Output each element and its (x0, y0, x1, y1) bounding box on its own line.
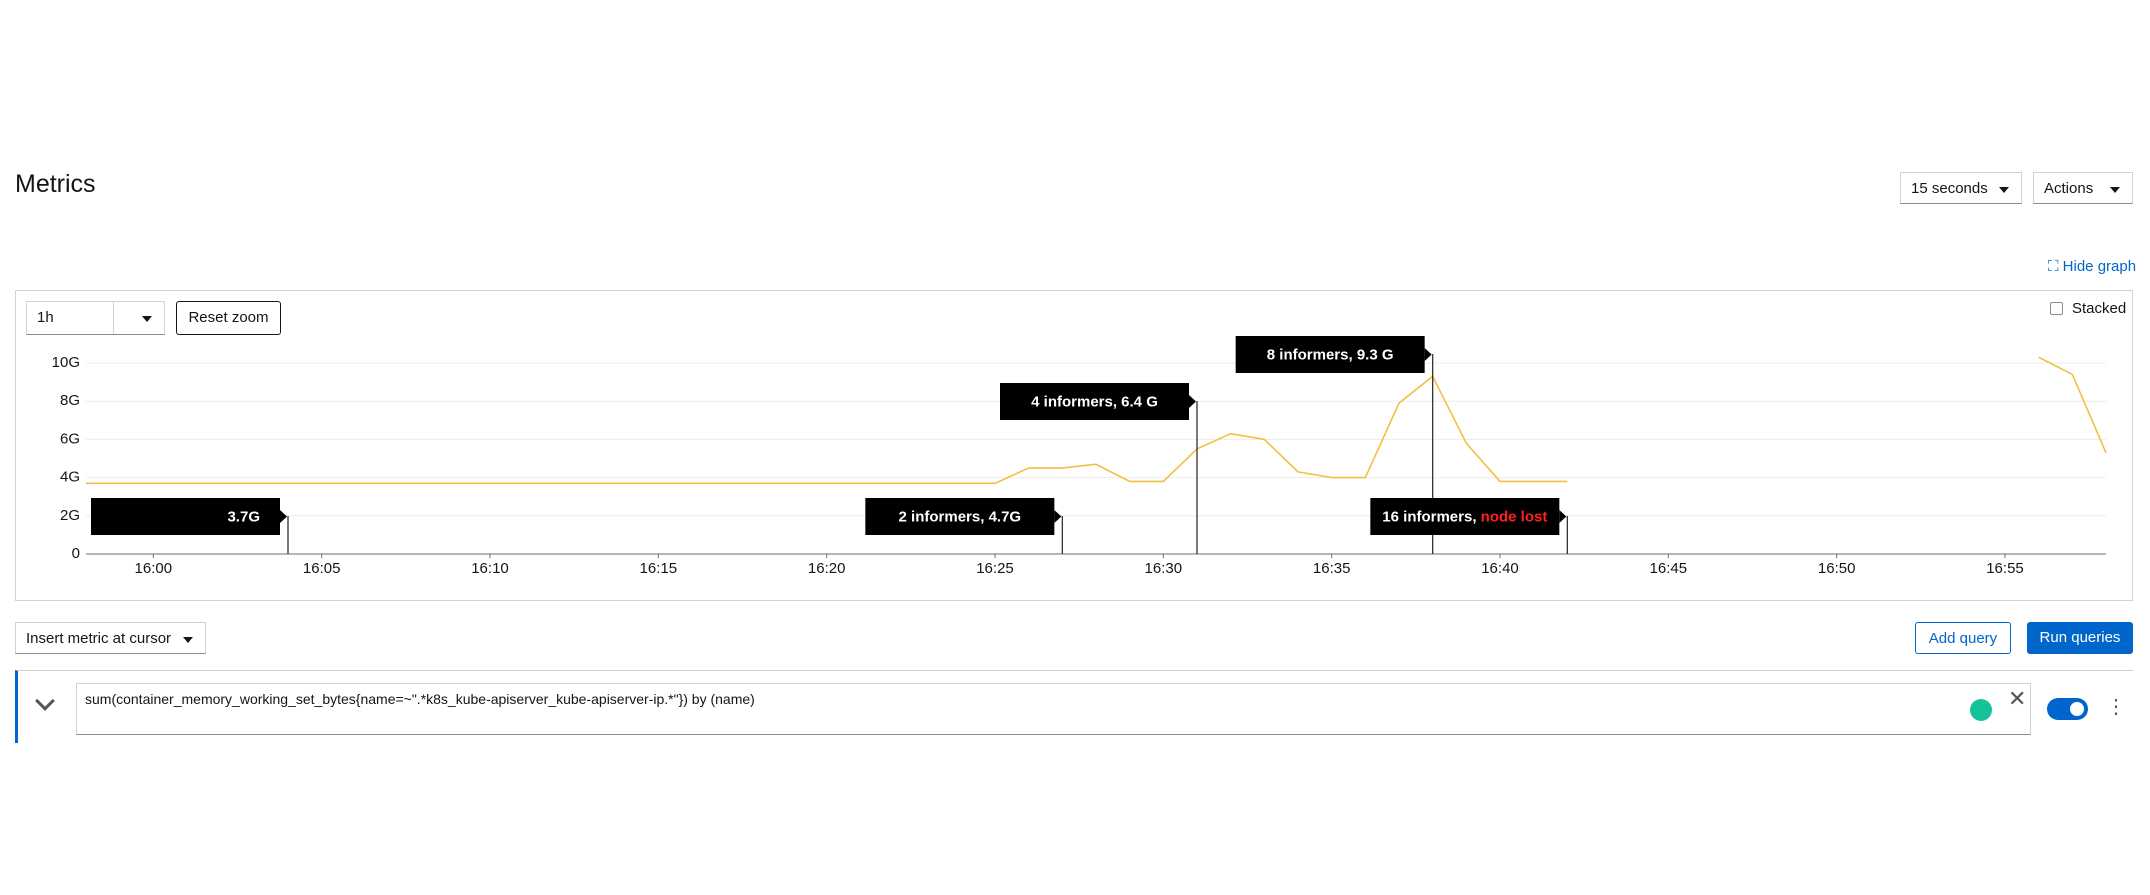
hide-graph-label: Hide graph (2062, 258, 2137, 275)
annotation-box (865, 498, 1055, 535)
x-tick-label: 16:50 (1818, 560, 1856, 577)
refresh-label: 15 seconds (1911, 180, 1988, 197)
annotation-arrow (1559, 510, 1567, 523)
insert-metric-dropdown[interactable]: Insert metric at cursor (15, 622, 206, 654)
stacked-checkbox[interactable] (2050, 302, 2063, 315)
page-title: Metrics (15, 170, 96, 198)
annotation-arrow (1054, 510, 1062, 523)
annotation-arrow (1189, 395, 1196, 408)
kebab-menu[interactable]: ⋮ (2106, 696, 2126, 718)
timespan-label: 1h (37, 309, 54, 326)
refresh-dropdown[interactable]: 15 seconds (1900, 172, 2022, 204)
x-tick-label: 16:25 (976, 560, 1014, 577)
annotation-arrow (1424, 348, 1432, 361)
x-tick-label: 16:05 (303, 560, 341, 577)
annotation-label: 8 informers, 9.3 G (1267, 346, 1394, 363)
annotation-label: 2 informers, 4.7G (899, 508, 1022, 525)
actions-dropdown[interactable]: Actions (2033, 172, 2133, 204)
annotation-arrow (280, 510, 287, 523)
annotation-box (1000, 383, 1189, 420)
annotation-text: 4 informers, 6.4 G (1031, 393, 1158, 410)
x-tick-label: 16:55 (1986, 560, 2024, 577)
annotation-box (91, 498, 280, 535)
annotation-label: 3.7G (227, 508, 260, 525)
annotation-text: 3.7G (227, 508, 260, 525)
y-tick-label: 8G (60, 392, 80, 409)
run-queries-button[interactable]: Run queries (2027, 622, 2133, 654)
query-expression: sum(container_memory_working_set_bytes{n… (85, 691, 755, 707)
reset-zoom-button[interactable]: Reset zoom (176, 301, 281, 335)
y-tick-label: 0 (72, 545, 80, 562)
y-tick-label: 4G (60, 469, 80, 486)
x-tick-label: 16:00 (135, 560, 173, 577)
y-tick-label: 2G (60, 507, 80, 524)
x-tick-label: 16:15 (640, 560, 678, 577)
x-tick-label: 16:20 (808, 560, 846, 577)
timespan-dropdown[interactable]: 1h (26, 301, 165, 335)
add-query-button[interactable]: Add query (1915, 622, 2011, 654)
annotation-box (1235, 336, 1425, 373)
annotation-text: node lost (1481, 508, 1548, 525)
annotation-text: 2 informers, 4.7G (899, 508, 1022, 525)
annotation-label: 4 informers, 6.4 G (1031, 393, 1158, 410)
graph-panel (15, 290, 2133, 601)
x-tick-label: 16:45 (1650, 560, 1688, 577)
actions-label: Actions (2044, 180, 2094, 197)
x-tick-label: 16:40 (1481, 560, 1519, 577)
annotation-text: 16 informers, (1382, 508, 1480, 525)
y-tick-label: 6G (60, 430, 80, 447)
annotation-text: 8 informers, 9.3 G (1267, 346, 1394, 363)
insert-metric-label: Insert metric at cursor (26, 630, 172, 647)
query-input[interactable]: sum(container_memory_working_set_bytes{n… (76, 683, 2031, 735)
x-tick-label: 16:10 (471, 560, 509, 577)
x-tick-label: 16:35 (1313, 560, 1351, 577)
stacked-label: Stacked (2072, 300, 2127, 317)
query-row (15, 670, 2133, 743)
delete-query[interactable]: ✕ (2008, 686, 2027, 711)
grammarly-icon (1970, 699, 1992, 721)
series-line (86, 356, 2107, 485)
annotation-box (1370, 498, 1560, 535)
x-tick-label: 16:30 (1145, 560, 1183, 577)
query-toggle[interactable] (2047, 698, 2088, 720)
hide-graph-link[interactable]: ⛶ Hide graph (2048, 258, 2137, 275)
y-tick-label: 10G (52, 354, 80, 371)
annotation-label: 16 informers, node lost (1382, 508, 1547, 525)
